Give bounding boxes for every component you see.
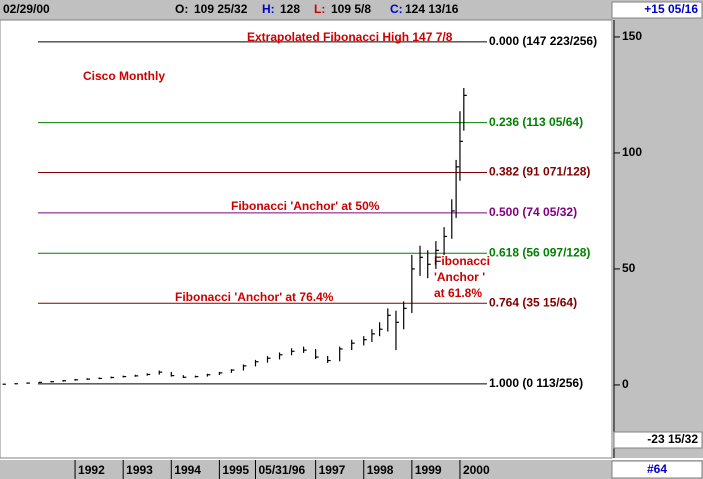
chart-number-box (611, 460, 703, 479)
annotation: at 61.8% (434, 286, 482, 300)
chart-number: #64 (647, 462, 667, 476)
annotation: Extrapolated Fibonacci High 147 7/8 (247, 30, 453, 44)
header-close: 124 13/16 (405, 2, 459, 16)
x-tick-label: 1995 (222, 463, 249, 477)
header-open: 109 25/32 (194, 2, 248, 16)
header-bar (0, 0, 703, 20)
y-tick-label: 50 (622, 261, 636, 275)
annotation: Fibonacci (434, 254, 490, 268)
x-tick-label: 1998 (367, 463, 394, 477)
fib-label: 0.764 (35 15/64) (489, 295, 577, 309)
x-tick-label: 1992 (78, 463, 105, 477)
footer-bar (0, 460, 703, 479)
y-tick-label: 100 (622, 145, 642, 159)
annotation: 'Anchor ' (434, 270, 485, 284)
x-tick-label: 05/31/96 (258, 463, 305, 477)
annotation: Cisco Monthly (83, 69, 165, 83)
header-high-label: H: (262, 2, 275, 16)
fib-label: 0.382 (91 071/128) (489, 165, 590, 179)
fib-label: 1.000 (0 113/256) (489, 376, 583, 390)
y-tick-label: 150 (622, 29, 642, 43)
axis-panel (612, 20, 703, 458)
fib-label: 0.000 (147 223/256) (489, 34, 597, 48)
change-box (611, 1, 703, 19)
annotation: Fibonacci 'Anchor' at 76.4% (175, 290, 334, 304)
x-tick-label: 1993 (126, 463, 153, 477)
x-tick-label: 1997 (319, 463, 346, 477)
plot-area (0, 19, 613, 459)
x-tick-label: 2000 (463, 463, 490, 477)
y-tick-label: 0 (622, 377, 629, 391)
header-high: 128 (280, 2, 300, 16)
cursor-value: -23 15/32 (647, 432, 698, 446)
fib-label: 0.236 (113 05/64) (489, 115, 583, 129)
fib-label: 0.500 (74 05/32) (489, 205, 577, 219)
header-change: +15 05/16 (644, 2, 698, 16)
x-tick-label: 1999 (415, 463, 442, 477)
cursor-box (613, 431, 703, 449)
header-low-label: L: (314, 2, 325, 16)
header-close-label: C: (390, 2, 403, 16)
header-date: 02/29/00 (3, 2, 50, 16)
header-open-label: O: (175, 2, 188, 16)
x-tick-label: 1994 (174, 463, 201, 477)
annotation: Fibonacci 'Anchor' at 50% (231, 199, 380, 213)
fib-label: 0.618 (56 097/128) (489, 245, 590, 259)
header-low: 109 5/8 (331, 2, 371, 16)
